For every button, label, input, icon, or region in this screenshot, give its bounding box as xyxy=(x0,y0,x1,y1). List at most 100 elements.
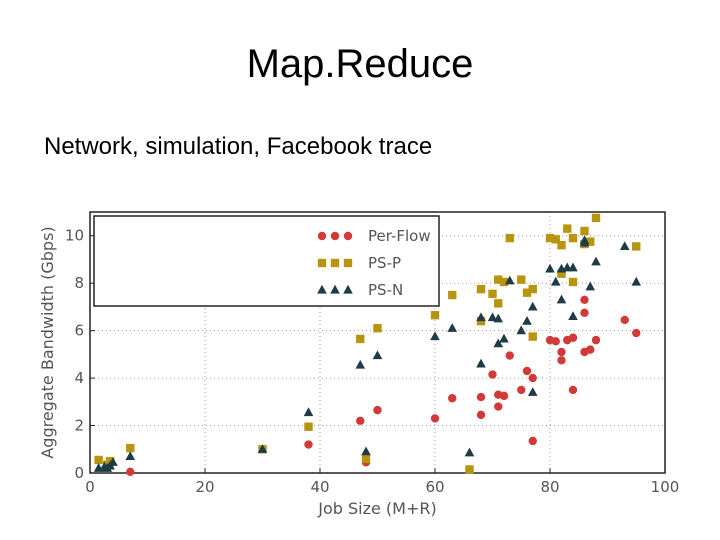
point-ps-p xyxy=(568,277,578,287)
y-tick-label: 6 xyxy=(74,322,84,340)
point-ps-n xyxy=(476,312,486,322)
legend-marker-per-flow xyxy=(343,231,353,241)
point-per-flow xyxy=(591,335,601,345)
slide-subtitle: Network, simulation, Facebook trace xyxy=(44,133,433,160)
point-ps-p xyxy=(528,332,537,341)
point-per-flow xyxy=(126,467,135,477)
point-ps-n xyxy=(545,263,555,273)
point-per-flow xyxy=(580,308,589,318)
point-ps-n xyxy=(516,325,527,335)
point-ps-n xyxy=(493,313,504,323)
point-per-flow xyxy=(586,345,595,354)
y-tick-label: 8 xyxy=(74,274,84,292)
point-ps-n xyxy=(579,237,590,247)
x-tick-label: 20 xyxy=(195,478,214,496)
point-ps-p xyxy=(488,289,497,299)
point-ps-p xyxy=(361,454,371,463)
legend-label-ps-n: PS-N xyxy=(368,281,403,299)
point-ps-p xyxy=(505,233,514,243)
point-ps-p xyxy=(494,275,503,284)
point-ps-n xyxy=(487,312,498,322)
point-ps-n xyxy=(550,276,561,286)
point-ps-n xyxy=(108,457,118,466)
point-ps-n xyxy=(585,281,596,291)
y-tick-label: 0 xyxy=(74,464,84,482)
legend-marker-ps-n xyxy=(343,284,353,294)
slide-title: Map.Reduce xyxy=(246,42,474,86)
point-ps-p xyxy=(494,299,503,308)
point-per-flow xyxy=(528,436,537,446)
y-tick-label: 2 xyxy=(74,417,84,435)
point-ps-n xyxy=(476,358,486,368)
point-ps-n xyxy=(522,315,532,325)
point-ps-p xyxy=(551,235,560,244)
point-per-flow xyxy=(568,385,578,395)
x-tick-label: 100 xyxy=(651,478,680,496)
point-ps-n xyxy=(556,294,567,304)
point-ps-p xyxy=(591,213,601,223)
point-ps-n xyxy=(499,333,509,343)
point-ps-p xyxy=(568,233,578,243)
point-per-flow xyxy=(528,373,537,383)
point-ps-n xyxy=(527,301,538,311)
point-ps-n xyxy=(303,407,314,417)
point-per-flow xyxy=(568,333,578,342)
legend-marker-per-flow xyxy=(330,231,340,241)
point-ps-p xyxy=(557,241,566,250)
point-ps-n xyxy=(568,262,578,272)
point-ps-n xyxy=(504,275,515,285)
legend-marker-ps-n xyxy=(317,284,327,294)
point-per-flow xyxy=(551,337,560,346)
point-ps-n xyxy=(257,444,268,453)
legend-marker-ps-p xyxy=(343,258,353,268)
point-ps-n xyxy=(372,350,383,360)
point-ps-n xyxy=(568,311,578,320)
point-per-flow xyxy=(448,394,457,403)
point-ps-n xyxy=(619,241,630,251)
point-ps-p xyxy=(528,284,537,294)
point-per-flow xyxy=(517,385,526,395)
point-ps-p xyxy=(632,242,641,251)
point-per-flow xyxy=(488,370,497,379)
point-ps-p xyxy=(304,422,313,431)
point-per-flow xyxy=(522,366,532,376)
point-ps-n xyxy=(361,446,371,456)
point-ps-p xyxy=(373,324,382,333)
point-ps-p xyxy=(356,334,365,344)
point-ps-p xyxy=(545,233,555,243)
legend-marker-ps-p xyxy=(317,258,327,268)
point-ps-p xyxy=(499,277,509,287)
point-per-flow xyxy=(476,392,486,402)
point-per-flow xyxy=(476,410,486,420)
y-tick-label: 10 xyxy=(65,227,84,245)
legend-box xyxy=(93,215,440,307)
point-ps-p xyxy=(126,443,135,453)
point-ps-p xyxy=(476,284,486,294)
y-tick-label: 4 xyxy=(74,369,84,387)
legend-marker-ps-n xyxy=(330,284,340,294)
point-ps-p xyxy=(465,465,474,474)
point-ps-n xyxy=(430,331,440,341)
point-ps-p xyxy=(430,311,440,320)
point-ps-p xyxy=(94,455,103,465)
point-per-flow xyxy=(304,440,313,449)
y-axis-label: Aggregate Bandwidth (Gbps) xyxy=(38,226,57,458)
point-per-flow xyxy=(430,414,440,423)
point-ps-p xyxy=(586,237,595,246)
point-per-flow xyxy=(494,402,503,411)
point-ps-n xyxy=(355,359,366,369)
legend-label-ps-p: PS-P xyxy=(368,254,401,272)
point-ps-n xyxy=(493,338,504,348)
point-ps-n xyxy=(125,451,136,460)
legend-marker-ps-p xyxy=(330,258,340,268)
point-per-flow xyxy=(557,347,566,357)
x-tick-label: 40 xyxy=(310,478,329,496)
point-ps-n xyxy=(631,276,642,286)
plot-frame xyxy=(89,211,666,474)
point-per-flow xyxy=(499,391,509,401)
point-ps-n xyxy=(591,256,601,266)
x-axis-label: Job Size (M+R) xyxy=(317,499,437,518)
point-ps-n xyxy=(464,447,475,457)
point-ps-p xyxy=(557,269,566,278)
